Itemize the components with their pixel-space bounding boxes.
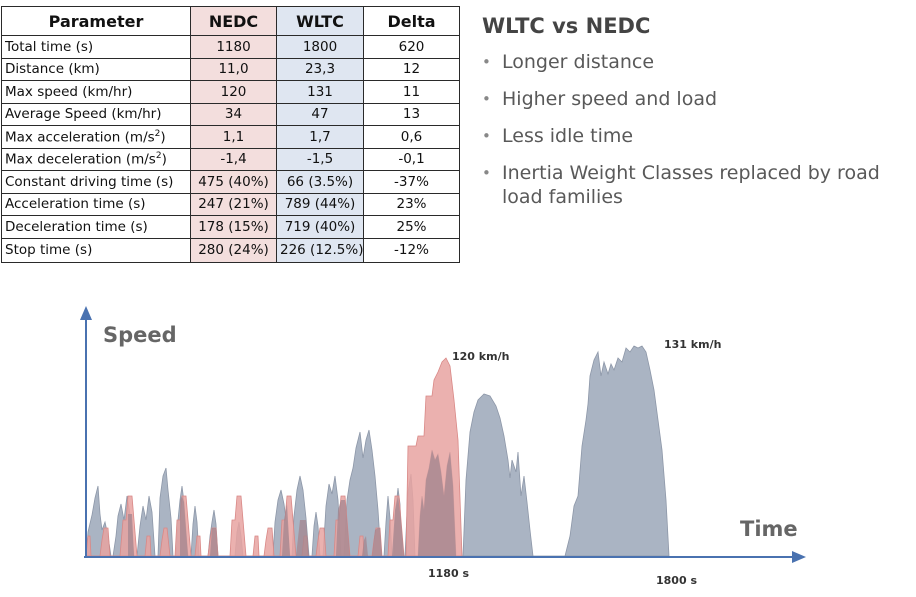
delta-value-cell: 620 — [363, 35, 460, 59]
wltc-max-label: 131 km/h — [664, 338, 721, 351]
header-wltc: WLTC — [276, 6, 364, 36]
nedc-value-cell: -1,4 — [190, 147, 277, 171]
wltc-speed-area — [85, 345, 670, 557]
y-axis-arrow-icon — [80, 306, 92, 320]
overlap-speed-area — [128, 450, 456, 556]
delta-value-cell: -37% — [363, 170, 460, 194]
nedc-value-cell: 247 (21%) — [190, 192, 277, 216]
nedc-value-cell: 178 (15%) — [190, 215, 277, 239]
table-row: Max speed (km/hr) 120 131 11 — [1, 80, 460, 104]
table-row: Stop time (s) 280 (24%) 226 (12.5%) -12% — [1, 237, 460, 263]
table-row: Max acceleration (m/s2) 1,1 1,7 0,6 — [1, 125, 460, 149]
summary-bullet: • Inertia Weight Classes replaced by road… — [482, 162, 880, 208]
parameter-cell: Stop time (s) — [1, 237, 191, 263]
delta-value-cell: -12% — [363, 237, 460, 263]
x-axis-label: Time — [740, 517, 798, 541]
nedc-value-cell: 11,0 — [190, 57, 277, 81]
wltc-value-cell: 66 (3.5%) — [276, 170, 364, 194]
y-axis-label: Speed — [103, 323, 177, 347]
speed-profile-chart: Speed Time 1180 s 1800 s 120 km/h 131 km… — [80, 306, 806, 587]
summary-list: • Longer distance • Higher speed and load … — [482, 50, 912, 209]
header-delta: Delta — [363, 6, 460, 36]
summary-bullet: • Less idle time — [482, 125, 634, 147]
bullet-dot-icon: • — [482, 53, 491, 71]
summary-bullet: • Longer distance — [482, 51, 655, 73]
wltc-value-cell: -1,5 — [276, 147, 364, 171]
comparison-table: Parameter NEDC WLTC Delta Total time (s)… — [1, 6, 460, 263]
wltc-end-label: 1800 s — [656, 574, 697, 587]
delta-value-cell: 0,6 — [363, 125, 460, 149]
table-row: Distance (km) 11,0 23,3 12 — [1, 57, 460, 81]
delta-value-cell: 11 — [363, 80, 460, 104]
wltc-value-cell: 1,7 — [276, 125, 364, 149]
wltc-value-cell: 23,3 — [276, 57, 364, 81]
bullet-dot-icon: • — [482, 164, 491, 182]
wltc-value-cell: 226 (12.5%) — [276, 237, 364, 263]
parameter-cell: Acceleration time (s) — [1, 192, 191, 216]
table-header-row: Parameter NEDC WLTC Delta — [1, 6, 460, 36]
summary-title: WLTC vs NEDC — [482, 14, 651, 38]
table-row: Deceleration time (s) 178 (15%) 719 (40%) 2… — [1, 215, 460, 239]
nedc-value-cell: 475 (40%) — [190, 170, 277, 194]
nedc-end-label: 1180 s — [428, 567, 469, 580]
nedc-max-label: 120 km/h — [452, 350, 509, 363]
header-nedc: NEDC — [190, 6, 277, 36]
delta-value-cell: 25% — [363, 215, 460, 239]
delta-value-cell: 23% — [363, 192, 460, 216]
x-axis-arrow-icon — [792, 551, 806, 563]
delta-value-cell: 13 — [363, 102, 460, 126]
wltc-value-cell: 47 — [276, 102, 364, 126]
table-row: Constant driving time (s) 475 (40%) 66 (3.… — [1, 170, 460, 194]
delta-value-cell: 12 — [363, 57, 460, 81]
summary-bullet: • Higher speed and load — [482, 88, 718, 110]
nedc-value-cell: 280 (24%) — [190, 237, 277, 263]
nedc-value-cell: 34 — [190, 102, 277, 126]
wltc-value-cell: 131 — [276, 80, 364, 104]
parameter-cell: Constant driving time (s) — [1, 170, 191, 194]
wltc-value-cell: 789 (44%) — [276, 192, 364, 216]
nedc-value-cell: 1180 — [190, 35, 277, 59]
table-body: Total time (s) 1180 1800 620 Distance (km) 11… — [1, 35, 460, 263]
table-row: Acceleration time (s) 247 (21%) 789 (44%) 2… — [1, 192, 460, 216]
table-row: Average Speed (km/hr) 34 47 13 — [1, 102, 460, 126]
delta-value-cell: -0,1 — [363, 147, 460, 171]
summary-panel: WLTC vs NEDC • Longer distance • Higher sp… — [482, 14, 912, 222]
parameter-cell: Distance (km) — [1, 57, 191, 81]
nedc-value-cell: 120 — [190, 80, 277, 104]
parameter-cell: Deceleration time (s) — [1, 215, 191, 239]
bullet-dot-icon: • — [482, 90, 491, 108]
parameter-cell: Average Speed (km/hr) — [1, 102, 191, 126]
parameter-cell: Max deceleration (m/s2) — [1, 147, 191, 171]
parameter-cell: Total time (s) — [1, 35, 191, 59]
parameter-cell: Max acceleration (m/s2) — [1, 125, 191, 149]
nedc-value-cell: 1,1 — [190, 125, 277, 149]
header-parameter: Parameter — [1, 6, 191, 36]
table-row: Total time (s) 1180 1800 620 — [1, 35, 460, 59]
wltc-value-cell: 719 (40%) — [276, 215, 364, 239]
wltc-value-cell: 1800 — [276, 35, 364, 59]
parameter-cell: Max speed (km/hr) — [1, 80, 191, 104]
bullet-dot-icon: • — [482, 127, 491, 145]
table-row: Max deceleration (m/s2) -1,4 -1,5 -0,1 — [1, 147, 460, 171]
